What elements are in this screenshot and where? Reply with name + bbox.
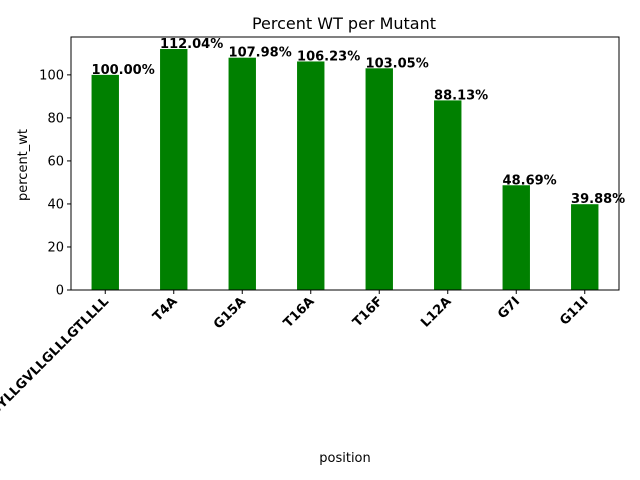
plot-area: 100.00% 112.04% 107.98% 106.23% 103.05% 88.13… <box>0 36 625 436</box>
bar <box>502 185 530 290</box>
bar <box>91 74 119 290</box>
data-label: 107.98% <box>229 46 292 61</box>
data-label: 112.04% <box>160 37 223 52</box>
bar <box>571 204 599 290</box>
y-axis-label: percent_wt <box>16 129 31 201</box>
y-tick-label: 20 <box>47 240 64 255</box>
y-tick-label: 100 <box>39 68 64 83</box>
x-tick-label: L12A <box>418 294 454 330</box>
x-tick-label: LLLSYLLGVLLGLLLGTLLLL <box>0 294 112 436</box>
x-tick-label: T16A <box>281 294 318 331</box>
x-tick-label: G15A <box>211 294 249 332</box>
bar <box>365 68 393 290</box>
x-axis-label: position <box>319 451 371 466</box>
bar <box>297 61 325 290</box>
bar <box>434 100 462 290</box>
y-tick-label: 80 <box>47 111 64 126</box>
axes-frame <box>70 36 620 291</box>
x-tick-label: T4A <box>150 294 180 324</box>
bar <box>160 48 188 290</box>
bar <box>228 57 256 290</box>
y-tick-label: 40 <box>47 197 64 212</box>
data-label: 106.23% <box>297 49 360 64</box>
data-label: 100.00% <box>92 63 155 78</box>
data-label: 39.88% <box>571 192 625 207</box>
x-tick-label: T16F <box>350 294 386 330</box>
x-tick-label: G7I <box>495 294 523 322</box>
data-label: 88.13% <box>434 88 488 103</box>
data-label: 103.05% <box>366 56 429 71</box>
data-label: 48.69% <box>503 173 557 188</box>
x-tick-label: G11I <box>557 294 591 328</box>
y-tick-label: 60 <box>47 154 64 169</box>
chart-title: Percent WT per Mutant <box>252 14 436 33</box>
y-tick-label: 0 <box>56 284 64 299</box>
